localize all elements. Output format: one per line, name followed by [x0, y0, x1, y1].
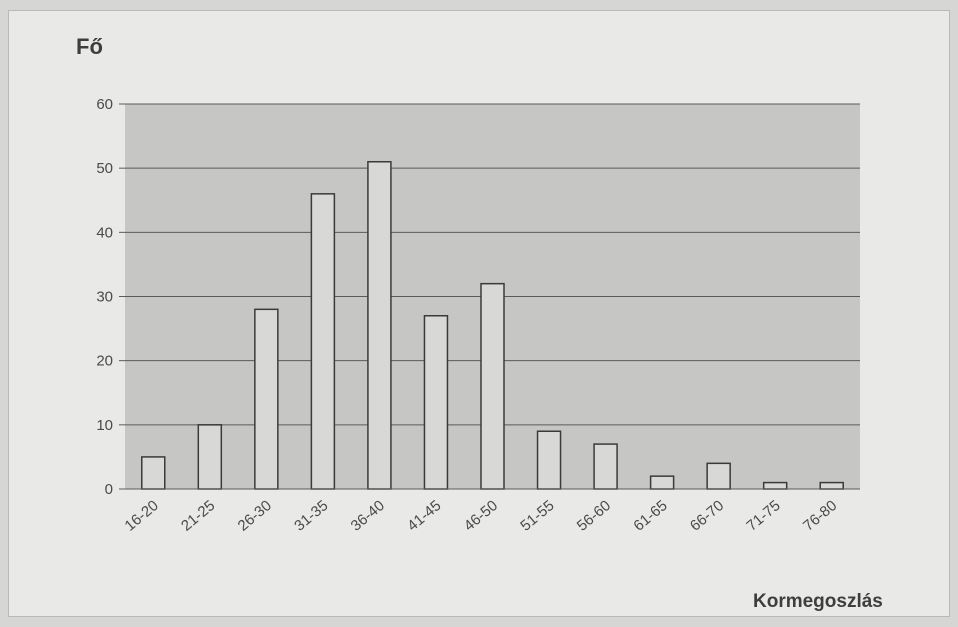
- y-tick-labels: 0 10 20 30 40 50 60: [96, 96, 125, 498]
- bar-61-65: [649, 475, 675, 490]
- bar-36-40: [367, 161, 392, 490]
- bar-71-75: [762, 481, 788, 490]
- y-axis-label: Fő: [76, 34, 103, 59]
- x-tick-label: 21-25: [178, 497, 218, 535]
- bar-56-60: [593, 443, 618, 490]
- y-tick-label: 20: [96, 353, 113, 370]
- x-tick-label: 41-45: [404, 497, 444, 535]
- bar-26-30: [254, 308, 279, 490]
- x-tick-label: 31-35: [291, 497, 331, 535]
- x-tick-label: 66-70: [687, 497, 727, 535]
- x-tick-labels: 16-20 21-25 26-30 31-35 36-40 41-45 46-50 51-55…: [122, 497, 841, 535]
- x-tick-label: 36-40: [348, 497, 388, 535]
- x-tick-label: 76-80: [800, 497, 840, 535]
- y-tick-label: 30: [96, 289, 113, 306]
- x-tick-label: 71-75: [743, 497, 783, 535]
- x-tick-label: 61-65: [630, 497, 670, 535]
- bars: [141, 161, 844, 490]
- x-tick-label: 51-55: [517, 497, 557, 535]
- bar-31-35: [310, 193, 336, 490]
- bar-41-45: [423, 315, 449, 490]
- bar-16-20: [141, 456, 166, 490]
- y-tick-label: 40: [96, 224, 113, 241]
- x-tick-label: 26-30: [235, 497, 275, 535]
- y-tick-label: 0: [105, 481, 113, 498]
- x-tick-label: 56-60: [574, 497, 614, 535]
- y-tick-label: 60: [96, 96, 113, 113]
- x-axis-label: Kormegoszlás: [753, 591, 883, 612]
- bar-66-70: [706, 462, 731, 490]
- y-tick-label: 50: [96, 160, 113, 177]
- bar-76-80: [819, 481, 844, 490]
- bar-46-50: [480, 282, 505, 490]
- x-tick-label: 16-20: [122, 497, 162, 535]
- y-tick-label: 10: [96, 417, 113, 434]
- bar-21-25: [197, 424, 223, 490]
- x-tick-label: 46-50: [461, 497, 501, 535]
- bar-51-55: [536, 430, 562, 490]
